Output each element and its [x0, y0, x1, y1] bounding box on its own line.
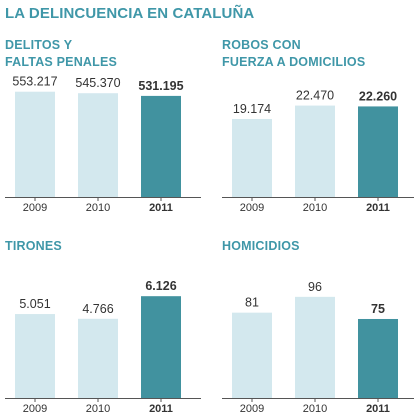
chart-panel-robos: ROBOS CON FUERZA A DOMICILIOS 19.174 2009…: [222, 37, 414, 214]
value-label: 22.260: [359, 89, 397, 103]
bar-chart-delitos: 553.217 2009 545.370 2010 531.195 2011: [5, 75, 201, 214]
value-label: 22.470: [296, 89, 334, 103]
chart-panel-homicidios: HOMICIDIOS 81 2009 96 2010 75 2011: [222, 238, 414, 414]
x-tick-label: 2009: [23, 403, 47, 414]
main-title: LA DELINCUENCIA EN CATALUÑA: [5, 5, 255, 22]
bar-2009: [15, 91, 55, 197]
bar-2010: [295, 296, 335, 398]
chart-title: DELITOS Y FALTAS PENALES: [5, 37, 117, 71]
chart-title: HOMICIDIOS: [222, 238, 300, 255]
value-label: 6.126: [145, 279, 176, 293]
chart-title: ROBOS CON FUERZA A DOMICILIOS: [222, 37, 365, 71]
x-tick-label: 2011: [366, 403, 390, 414]
x-tick-label: 2009: [23, 202, 47, 214]
bar-2010: [78, 93, 118, 197]
chart-title-line: TIRONES: [5, 239, 62, 253]
x-tick-label: 2009: [240, 202, 264, 214]
chart-title-line: FUERZA A DOMICILIOS: [222, 55, 366, 69]
value-label: 4.766: [82, 302, 113, 316]
chart-title-line: DELITOS Y: [5, 38, 73, 52]
bar-2011: [358, 318, 398, 398]
bar-2010: [295, 105, 335, 197]
bar-2011: [358, 106, 398, 197]
x-tick-label: 2010: [86, 403, 110, 414]
value-label: 545.370: [75, 76, 120, 90]
x-tick-label: 2011: [366, 202, 390, 214]
value-label: 81: [245, 296, 259, 310]
bar-chart-homicidios: 81 2009 96 2010 75 2011: [222, 280, 414, 414]
bar-2009: [15, 314, 55, 398]
bar-2009: [232, 312, 272, 398]
bar-chart-robos: 19.174 2009 22.470 2010 22.260 2011: [222, 89, 414, 214]
value-label: 19.174: [233, 102, 271, 116]
chart-title-line: ROBOS CON: [222, 38, 301, 52]
bar-2009: [232, 118, 272, 197]
bar-2010: [78, 318, 118, 398]
value-label: 96: [308, 280, 322, 294]
bar-chart-tirones: 5.051 2009 4.766 2010 6.126 2011: [5, 279, 201, 414]
x-tick-label: 2010: [86, 202, 110, 214]
x-tick-label: 2009: [240, 403, 264, 414]
value-label: 5.051: [19, 297, 50, 311]
value-label: 531.195: [138, 79, 183, 93]
chart-title: TIRONES: [5, 238, 62, 255]
bar-2011: [141, 296, 181, 398]
value-label: 75: [371, 302, 385, 316]
x-tick-label: 2010: [303, 403, 327, 414]
chart-title-line: HOMICIDIOS: [222, 239, 300, 253]
value-label: 553.217: [12, 75, 57, 89]
chart-panel-delitos: DELITOS Y FALTAS PENALES 553.217 2009 545.…: [5, 37, 205, 214]
chart-title-line: FALTAS PENALES: [5, 55, 118, 69]
bar-2011: [141, 95, 181, 197]
chart-panel-tirones: TIRONES 5.051 2009 4.766 2010 6.126 2011: [5, 238, 205, 414]
x-tick-label: 2010: [303, 202, 327, 214]
x-tick-label: 2011: [149, 202, 173, 214]
x-tick-label: 2011: [149, 403, 173, 414]
